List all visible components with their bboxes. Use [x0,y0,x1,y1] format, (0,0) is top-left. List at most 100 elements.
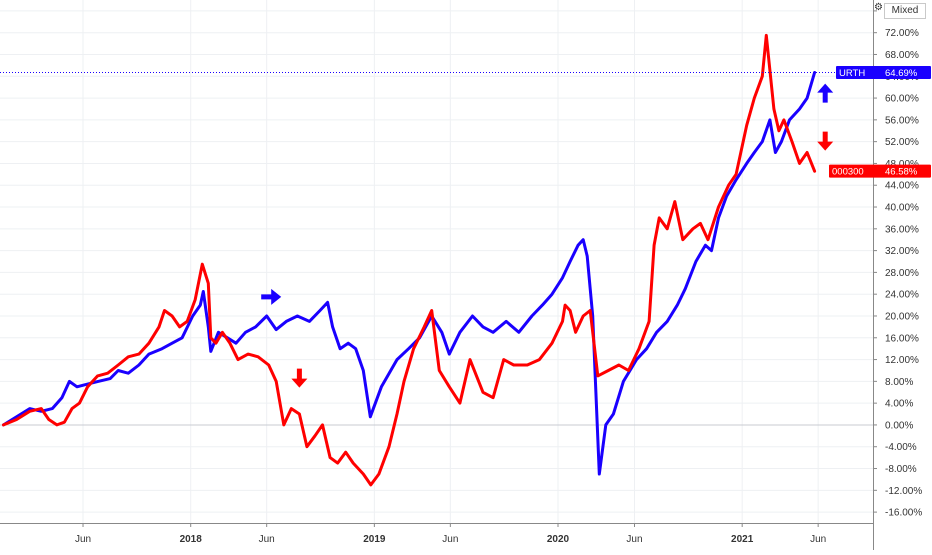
x-tick-label: 2020 [547,534,570,545]
data-point-URTH [598,473,600,475]
y-tick-label: -16.00% [885,508,922,519]
last-value-label-URTH: URTH 64.69% [836,66,931,80]
data-point-URTH [326,301,329,303]
x-axis[interactable]: Jun 2018 Jun 2019 Jun 2020 Jun 2021 Jun [0,523,873,545]
x-tick-label: Jun [626,534,642,545]
data-point-000300 [727,184,730,186]
data-point-000300 [229,342,231,344]
data-point-000300 [582,315,584,317]
x-tick-label: 2018 [180,534,203,545]
data-point-URTH [396,358,398,361]
data-point-URTH [704,244,707,246]
data-point-000300 [221,331,224,333]
data-point-000300 [798,162,801,165]
data-point-000300 [275,380,277,382]
data-point-URTH [569,260,571,263]
data-point-URTH [68,380,71,382]
data-point-000300 [16,418,18,421]
y-tick-label: -12.00% [885,486,922,497]
data-point-URTH [109,378,111,380]
data-point-000300 [627,369,630,372]
data-point-000300 [362,473,364,475]
data-point-000300 [314,435,316,437]
data-point-000300 [352,462,354,464]
x-tick-label: Jun [442,534,458,545]
data-point-URTH [717,217,720,219]
data-point-URTH [806,97,808,99]
data-point-URTH [592,315,594,317]
data-point-URTH [482,326,484,328]
data-point-000300 [403,380,405,382]
data-point-000300 [163,309,166,312]
annotation-arrow-up-icon [817,83,834,103]
data-point-000300 [138,353,140,355]
y-axis[interactable]: 76.00%72.00%68.00%64.00%60.00%56.00%52.0… [873,0,922,550]
data-point-URTH [347,342,349,344]
data-point-000300 [171,315,173,317]
last-value-labels: URTH 64.69% 000300 46.58% [0,66,931,178]
series-name-label: URTH [839,68,865,79]
data-point-000300 [268,364,270,366]
data-point-000300 [201,263,203,265]
scale-mode-button[interactable]: Mixed [884,3,926,19]
y-tick-label: 36.00% [885,224,919,235]
data-point-000300 [761,75,763,77]
data-point-URTH [586,255,588,257]
data-point-URTH [622,380,625,382]
data-point-000300 [78,402,81,404]
grid-lines [0,0,873,523]
label-box [829,164,931,178]
data-point-000300 [321,424,324,426]
data-point-URTH [471,315,474,317]
data-point-000300 [40,407,42,410]
data-point-URTH [181,337,183,339]
data-point-URTH [199,304,201,306]
series-line-URTH[interactable] [2,71,817,476]
data-point-000300 [814,170,816,172]
data-point-000300 [117,364,119,366]
y-tick-label: 44.00% [885,181,919,192]
data-point-000300 [589,309,591,312]
data-point-URTH [285,320,287,323]
data-point-URTH [319,309,321,312]
y-tick-label: 12.00% [885,355,919,366]
y-tick-label: 4.00% [885,399,913,410]
annotation-arrow-down-icon [817,131,834,151]
last-value-label-000300: 000300 46.58% [829,164,931,178]
y-tick-label: 68.00% [885,50,919,61]
data-point-URTH [695,260,697,263]
data-point-URTH [192,315,194,317]
data-point-URTH [171,342,173,344]
data-point-000300 [773,108,775,110]
data-point-000300 [257,356,259,358]
data-point-URTH [380,386,383,388]
data-point-000300 [682,239,684,241]
data-point-URTH [29,407,31,410]
data-point-URTH [612,413,614,415]
data-point-URTH [541,304,544,306]
series-line-000300[interactable] [2,33,817,487]
data-point-URTH [16,416,18,418]
data-point-000300 [778,130,780,132]
settings-gear-icon[interactable]: ⚙ [874,2,883,13]
data-point-000300 [71,407,73,410]
data-point-URTH [666,320,668,323]
data-point-000300 [692,228,694,230]
data-point-URTH [117,369,119,372]
data-point-URTH [255,326,257,328]
data-point-000300 [283,424,285,426]
data-point-000300 [746,124,748,126]
data-point-000300 [423,326,425,328]
data-point-URTH [710,250,713,252]
data-point-000300 [448,386,450,388]
data-point-URTH [814,71,816,74]
data-point-URTH [582,239,584,241]
data-point-000300 [194,299,196,301]
data-point-URTH [275,328,277,331]
data-point-URTH [774,151,776,154]
data-point-URTH [355,348,357,350]
data-point-000300 [127,356,129,358]
data-point-000300 [492,397,494,399]
